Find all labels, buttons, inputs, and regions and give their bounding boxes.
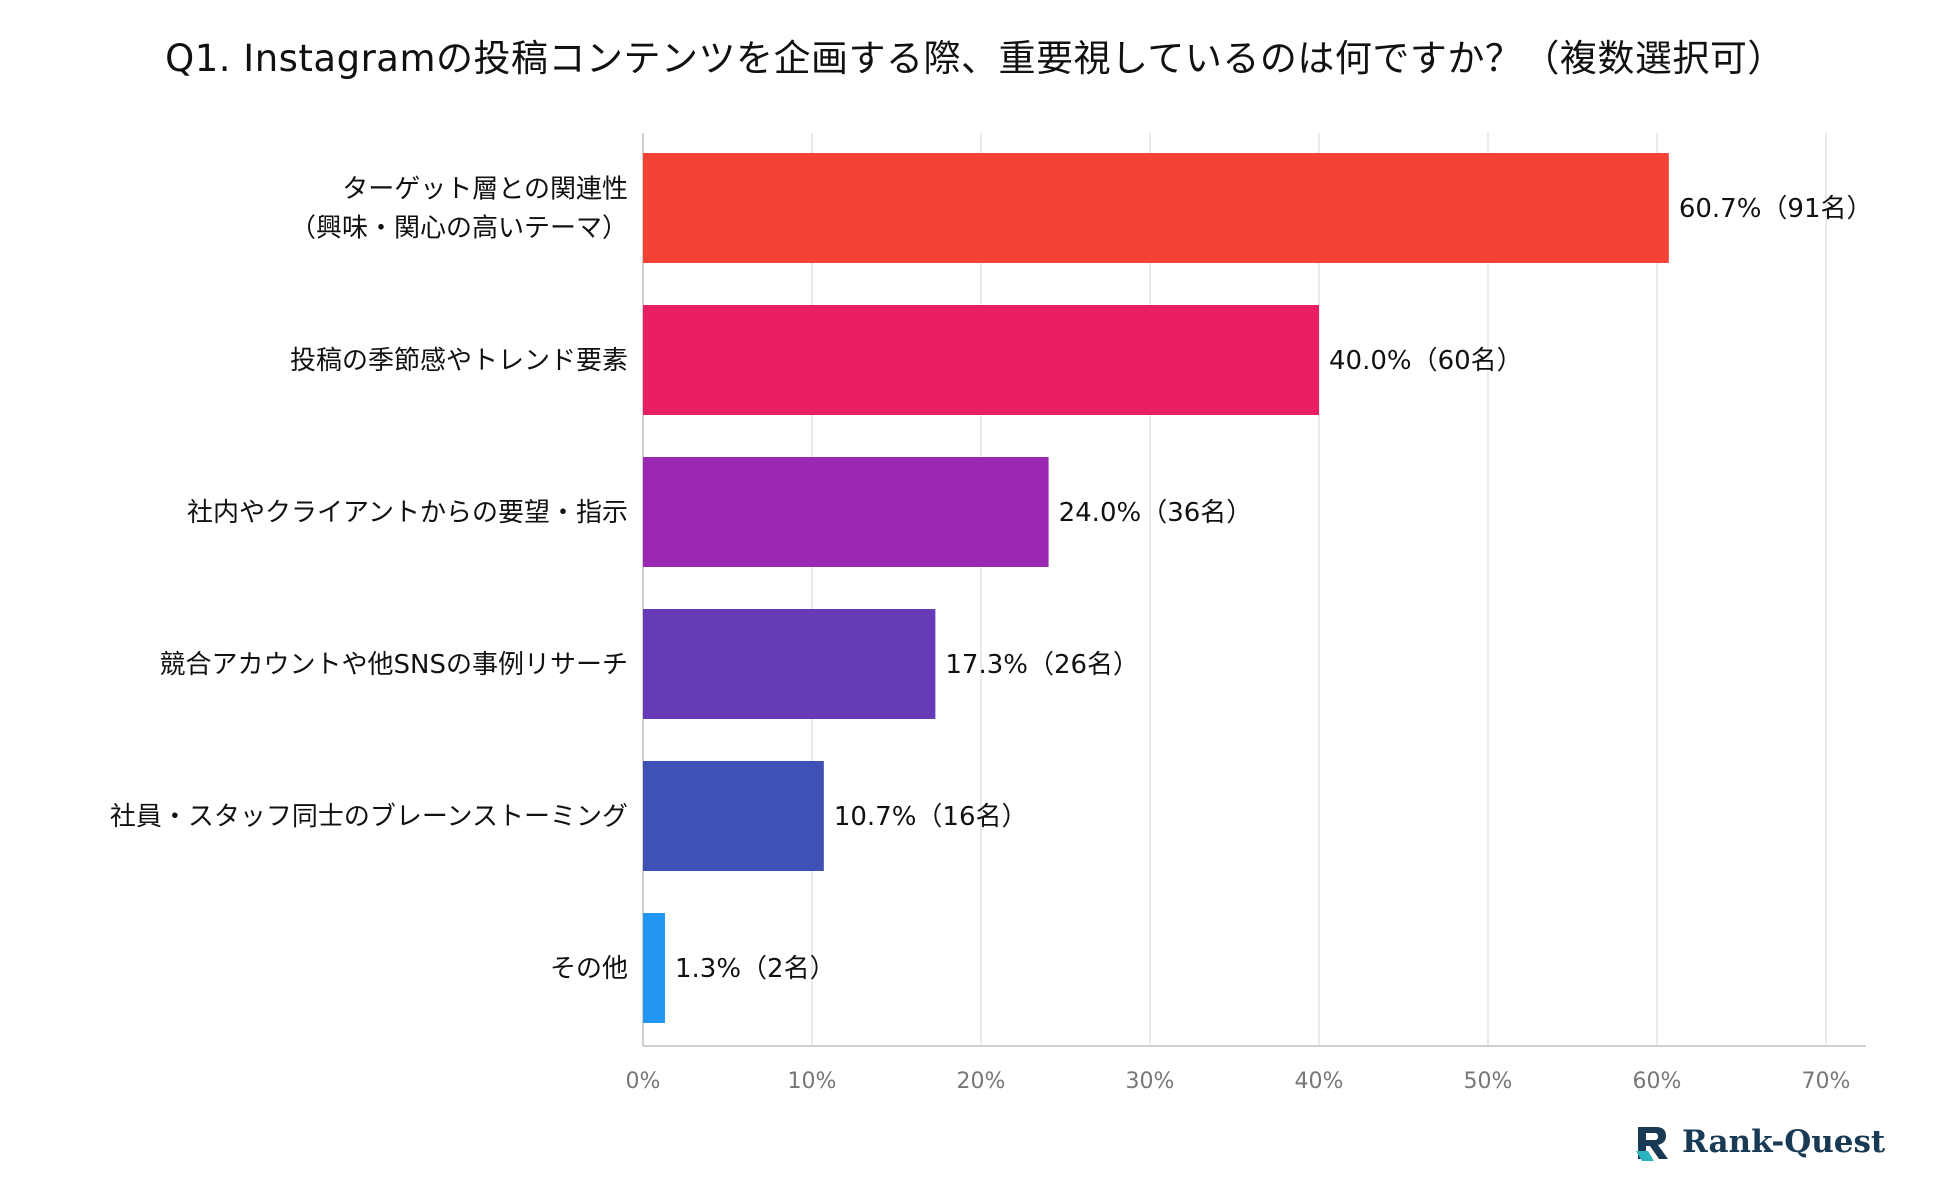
bar [643,913,665,1023]
category-label: （興味・関心の高いテーマ） [290,214,628,244]
bar-layer [643,153,1669,1023]
x-tick-label: 10% [788,1069,837,1094]
category-label: 社員・スタッフ同士のブレーンストーミング [110,802,628,832]
x-tick-label: 40% [1295,1069,1344,1094]
x-tick-label: 70% [1802,1069,1851,1094]
chart-title: Q1. Instagramの投稿コンテンツを企画する際、重要視しているのは何です… [165,37,1785,80]
x-tick-label: 30% [1126,1069,1175,1094]
bar [643,609,936,719]
category-label: 社内やクライアントからの要望・指示 [187,498,628,528]
bar [643,153,1669,263]
rank-quest-logo-text: Rank-Quest [1682,1124,1886,1160]
bar [643,457,1049,567]
data-label: 1.3%（2名） [675,954,836,984]
x-tick-label: 0% [626,1069,661,1094]
category-label: 投稿の季節感やトレンド要素 [290,346,628,376]
label-layer: 60.7%（91名） ターゲット層との関連性 （興味・関心の高いテーマ） 40.0%（… [110,175,1873,985]
tick-layer: 0% 10% 20% 30% 40% 50% 60% 70% [626,1069,1851,1094]
x-tick-label: 20% [957,1069,1006,1094]
category-label: ターゲット層との関連性 [342,175,628,205]
rank-quest-logo-icon [1636,1127,1668,1161]
category-label: 競合アカウントや他SNSの事例リサーチ [160,650,628,680]
data-label: 24.0%（36名） [1059,498,1253,528]
data-label: 17.3%（26名） [945,650,1139,680]
data-label: 60.7%（91名） [1679,194,1873,224]
data-label: 40.0%（60名） [1329,346,1523,376]
bar [643,305,1319,415]
rank-quest-logo: Rank-Quest [1632,1120,1885,1164]
data-label: 10.7%（16名） [834,802,1028,832]
grid-layer [642,133,1866,1047]
bar [643,761,824,871]
x-tick-label: 60% [1633,1069,1682,1094]
category-label: その他 [550,954,628,984]
x-tick-label: 50% [1464,1069,1513,1094]
